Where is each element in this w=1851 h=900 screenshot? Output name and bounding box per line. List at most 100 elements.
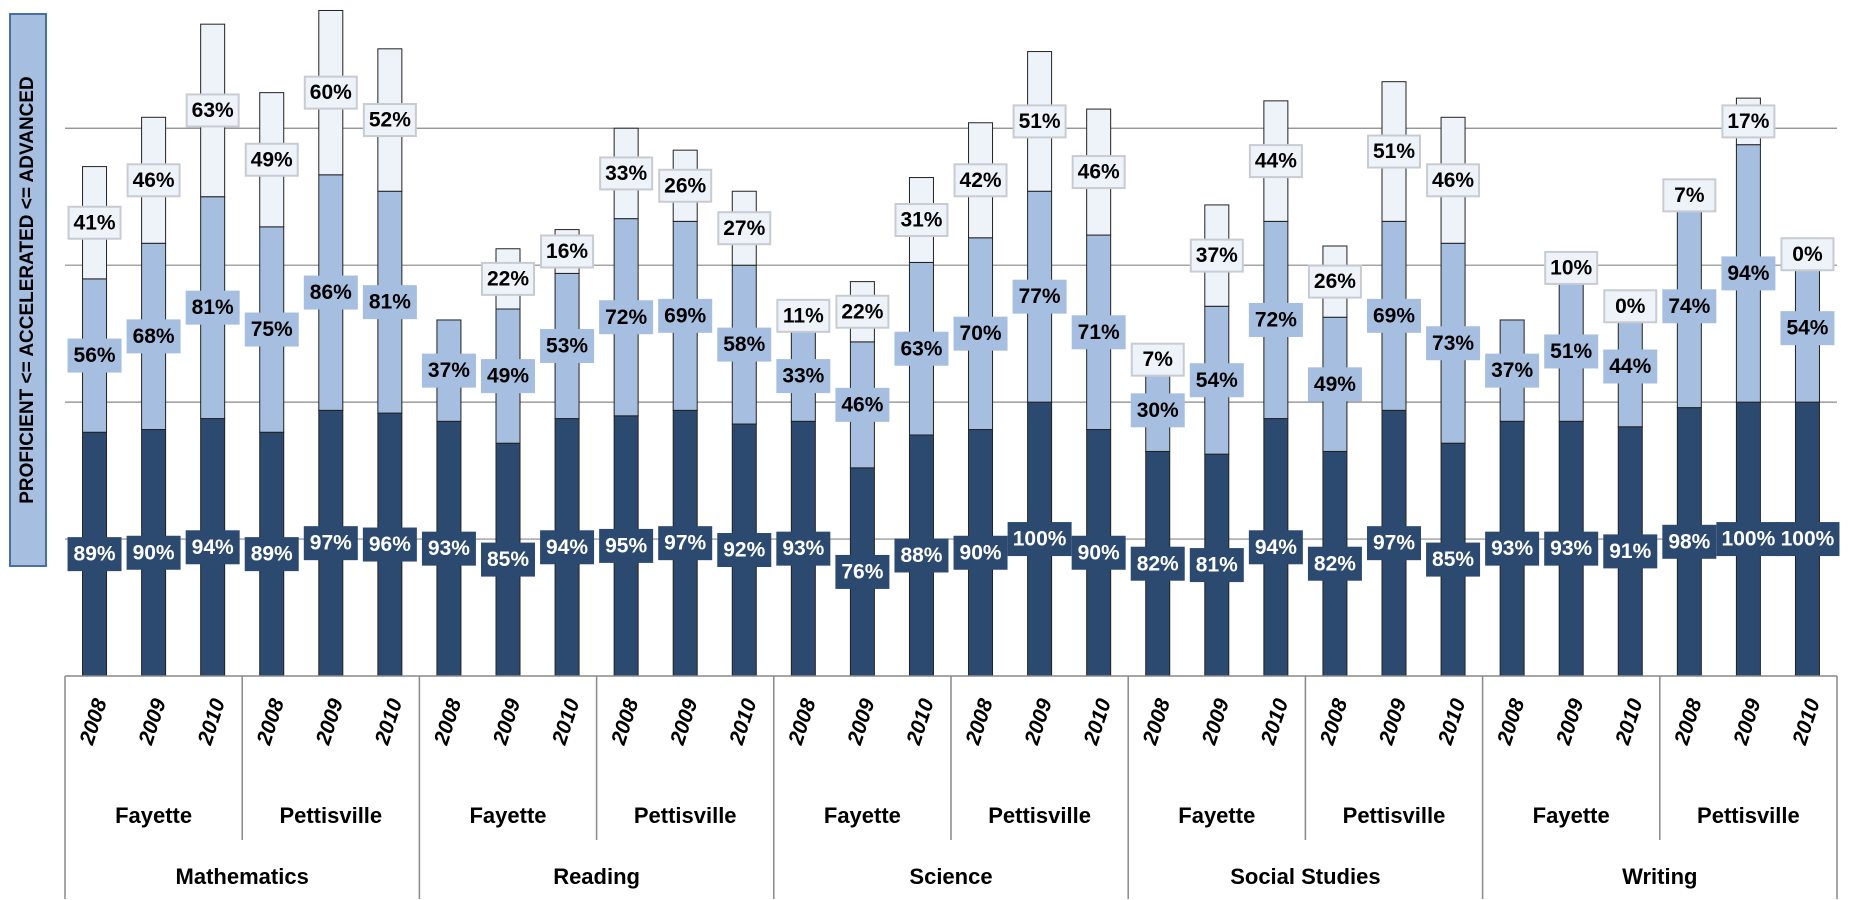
value-label-box: [1367, 134, 1421, 169]
value-label: 94%: [1727, 262, 1769, 285]
value-label-box: [1130, 546, 1185, 581]
value-label: 93%: [428, 537, 470, 560]
value-label: 0%: [1615, 295, 1646, 318]
x-tick-label: 2008: [1138, 696, 1175, 749]
x-tick-label: 2010: [548, 696, 585, 749]
value-label: 37%: [428, 359, 470, 382]
value-label-box: [835, 554, 890, 589]
value-label-box: [1426, 163, 1481, 198]
school-label: Pettisville: [279, 803, 382, 828]
value-label-box: [1248, 530, 1303, 565]
value-label: 63%: [192, 99, 234, 122]
value-label-box: [1012, 104, 1067, 139]
value-label: 46%: [133, 169, 175, 192]
value-label: 90%: [133, 541, 175, 564]
value-label: 63%: [900, 337, 942, 360]
value-label-box: [1662, 178, 1717, 213]
value-label-box: [362, 285, 417, 320]
value-label-box: [1721, 104, 1776, 139]
value-label: 90%: [960, 541, 1002, 564]
value-label-box: [185, 290, 240, 325]
value-label: 93%: [1491, 537, 1533, 560]
value-label: 54%: [1196, 369, 1238, 392]
value-label-box: [481, 542, 535, 577]
value-label-box: [185, 93, 240, 128]
x-tick-label: 2008: [252, 696, 289, 749]
value-label: 37%: [1491, 359, 1533, 382]
school-label: Fayette: [1178, 803, 1255, 828]
value-label-box: [67, 338, 122, 373]
value-label: 72%: [605, 306, 647, 329]
value-label-box: [1775, 522, 1840, 557]
value-label-box: [1248, 302, 1303, 337]
x-tick-label: 2009: [1197, 696, 1234, 749]
value-label-box: [1603, 534, 1658, 569]
value-label-box: [717, 327, 772, 362]
value-label-box: [835, 294, 890, 329]
value-label: 16%: [546, 240, 588, 263]
value-label-box: [362, 103, 417, 138]
subject-label: Writing: [1622, 864, 1697, 889]
value-label: 7%: [1674, 184, 1705, 207]
value-label: 89%: [251, 543, 293, 566]
value-label-box: [540, 234, 595, 269]
value-label: 51%: [1550, 340, 1592, 363]
value-label-box: [953, 163, 1008, 198]
value-label: 11%: [783, 304, 824, 327]
value-label-box: [894, 331, 949, 366]
x-tick-label: 2009: [666, 696, 703, 749]
x-tick-label: 2008: [607, 696, 644, 749]
value-label-box: [776, 531, 831, 566]
value-label-box: [244, 537, 299, 572]
value-label-box: [1189, 238, 1244, 273]
x-tick-label: 2008: [75, 696, 112, 749]
value-label-box: [1189, 548, 1244, 583]
value-label: 97%: [310, 532, 352, 555]
value-label-box: [894, 538, 949, 573]
value-label: 93%: [782, 537, 824, 560]
value-label-box: [481, 359, 535, 394]
x-tick-label: 2010: [1434, 696, 1471, 749]
value-label: 95%: [605, 534, 647, 557]
subject-label: Social Studies: [1230, 864, 1380, 889]
value-label-box: [1012, 279, 1067, 314]
x-tick-label: 2008: [1316, 696, 1353, 749]
value-label-box: [244, 142, 299, 177]
value-label-box: [1544, 250, 1599, 285]
value-label: 82%: [1137, 552, 1179, 575]
value-label: 22%: [841, 300, 883, 323]
value-label: 72%: [1255, 309, 1297, 332]
value-label-box: [1603, 289, 1658, 324]
value-label-box: [776, 359, 831, 394]
value-label-box: [1426, 326, 1481, 361]
school-label: Pettisville: [1697, 803, 1800, 828]
value-label: 37%: [1196, 244, 1238, 267]
value-label-box: [1603, 349, 1658, 384]
school-label: Pettisville: [634, 803, 737, 828]
subject-label: Mathematics: [176, 864, 309, 889]
subject-label: Science: [909, 864, 992, 889]
value-label-box: [776, 298, 831, 333]
value-label: 41%: [74, 211, 116, 234]
value-label-box: [717, 211, 772, 246]
value-label: 46%: [1078, 161, 1120, 184]
value-label-box: [1662, 289, 1717, 324]
value-label: 27%: [723, 217, 765, 240]
value-label: 7%: [1143, 348, 1174, 371]
value-label: 97%: [1373, 532, 1415, 555]
x-tick-label: 2009: [1729, 696, 1766, 749]
value-label-box: [540, 328, 595, 363]
school-label: Fayette: [469, 803, 546, 828]
value-label-box: [1307, 367, 1362, 402]
value-label: 75%: [251, 318, 293, 341]
value-label-box: [599, 300, 654, 335]
value-label: 81%: [192, 296, 234, 319]
value-label: 82%: [1314, 552, 1356, 575]
x-tick-label: 2009: [1375, 696, 1412, 749]
x-tick-label: 2010: [193, 696, 230, 749]
value-label: 60%: [310, 81, 352, 104]
x-tick-label: 2010: [1256, 696, 1293, 749]
school-label: Pettisville: [988, 803, 1091, 828]
value-label-box: [1544, 334, 1599, 369]
value-label: 81%: [1196, 554, 1238, 577]
